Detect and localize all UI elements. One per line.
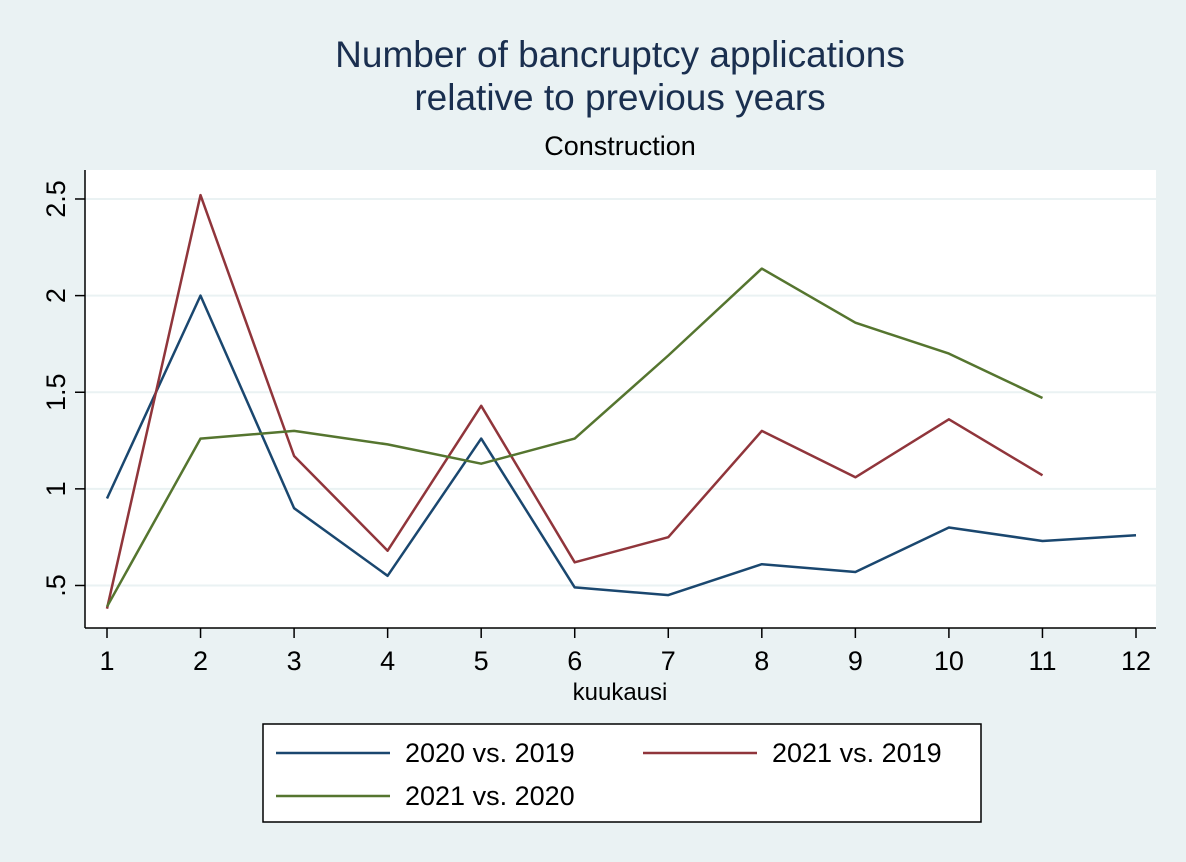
y-tick-label: 1 (41, 481, 71, 496)
series-lines (105, 193, 1137, 609)
legend-label-3: 2021 vs. 2020 (405, 781, 575, 811)
series-line-1 (105, 294, 1137, 597)
x-tick-label: 4 (380, 646, 395, 676)
series-line-3 (105, 267, 1044, 608)
series-line-2 (105, 193, 1044, 609)
x-tick-label: 2 (193, 646, 208, 676)
legend-label-1: 2020 vs. 2019 (405, 738, 575, 768)
chart-title-line-2: relative to previous years (414, 77, 825, 118)
y-tick-label: .5 (41, 574, 71, 597)
y-tick-label: 1.5 (41, 373, 71, 411)
x-tick-label: 8 (754, 646, 769, 676)
x-axis: 1 2 3 4 5 6 7 8 9 10 11 12 (85, 627, 1156, 676)
x-tick-label: 12 (1121, 646, 1151, 676)
y-axis: .5 1 1.5 2 2.5 (41, 170, 86, 628)
chart-title-line-1: Number of bancruptcy applications (335, 34, 905, 75)
x-tick-label: 1 (99, 646, 114, 676)
x-tick-label: 9 (848, 646, 863, 676)
legend: 2020 vs. 2019 2021 vs. 2019 2021 vs. 2020 (262, 723, 982, 823)
x-tick-label: 3 (287, 646, 302, 676)
y-tick-label: 2 (41, 288, 71, 303)
legend-box (262, 723, 982, 823)
chart-subtitle: Construction (544, 131, 696, 161)
x-tick-label: 11 (1028, 646, 1056, 676)
x-tick-label: 10 (934, 646, 964, 676)
x-tick-label: 6 (567, 646, 582, 676)
y-tick-label: 2.5 (41, 180, 71, 218)
x-tick-label: 7 (661, 646, 676, 676)
legend-label-2: 2021 vs. 2019 (772, 738, 942, 768)
x-axis-title: kuukausi (573, 679, 668, 706)
grid-lines (85, 197, 1156, 587)
x-tick-label: 5 (474, 646, 489, 676)
